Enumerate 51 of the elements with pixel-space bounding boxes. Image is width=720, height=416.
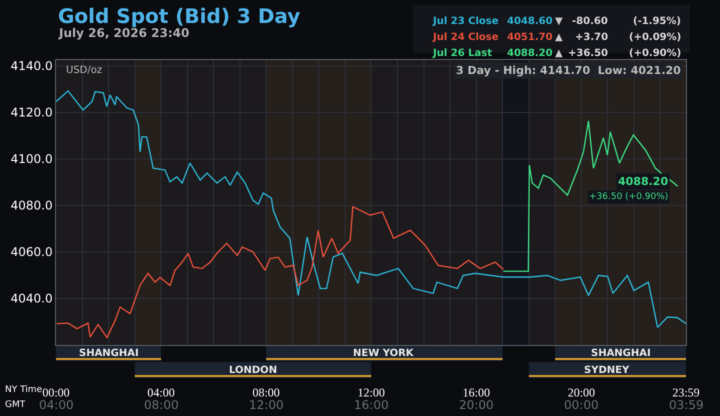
text: (+0.90%) [629, 48, 682, 59]
y-tick-label: 4060.0 [10, 245, 53, 260]
text: -80.60 [572, 16, 608, 27]
x-tick-label: 00:00 [42, 385, 70, 400]
text: 16:00 [354, 398, 389, 412]
text: 00:00 [564, 398, 599, 412]
text: 4051.70 [507, 32, 553, 43]
text: 08:00 [144, 398, 179, 412]
line-series [56, 90, 686, 328]
text: 03:59 [669, 398, 704, 412]
text: Jul 24 Close [432, 32, 499, 43]
text: 04:00 [39, 398, 74, 412]
text: 12:00 [249, 398, 284, 412]
text: ▲ [555, 48, 563, 59]
band-label: LONDON [229, 365, 278, 376]
x-tick-label: 16:00 [462, 385, 490, 400]
y-tick-label: 4080.0 [10, 198, 53, 213]
text: Jul 23 Close [432, 16, 499, 27]
text: 4048.60 [507, 16, 553, 27]
y-tick-label: 4120.0 [10, 106, 53, 120]
annotation: 3 Day - High: 4141.70 Low: 4021.20 [456, 64, 682, 77]
y-axis-title: USD/oz [66, 65, 102, 76]
x-tick-label: 08:00 [252, 385, 280, 400]
text: +3.70 [575, 32, 608, 43]
y-tick-label: 4040.0 [10, 292, 53, 306]
chart-subtitle: July 26, 2026 23:40 [58, 26, 190, 40]
band-label: SYDNEY [584, 365, 630, 376]
line-series [56, 206, 504, 338]
y-tick-label: 4140.0 [10, 59, 53, 74]
x-tick-label: 12:00 [358, 385, 385, 400]
x-tick-label: 04:00 [147, 385, 175, 400]
annotation: +36.50 (+0.90%) [589, 192, 668, 202]
text: Jul 26 Last [432, 48, 492, 59]
annotation: 4088.20 [618, 175, 668, 188]
text: ▲ [555, 32, 563, 43]
chart-title: Gold Spot (Bid) 3 Day [58, 4, 300, 28]
x-tick-label: 20:00 [568, 385, 596, 400]
x-tick-label: 23:59 [672, 385, 700, 400]
y-tick-label: 4100.0 [10, 152, 53, 166]
text: (-1.95%) [633, 16, 681, 27]
text: 4088.20 [507, 48, 553, 59]
text: +36.50 [568, 48, 608, 59]
band-label: NEW YORK [353, 348, 415, 359]
band-label: SHANGHAI [79, 348, 139, 359]
text: 20:00 [459, 398, 494, 412]
x-axis-title: NY Time [5, 385, 43, 395]
x2-axis-title: GMT [5, 400, 26, 410]
text: (+0.09%) [629, 32, 682, 43]
line-series [502, 120, 678, 272]
text: ▼ [555, 16, 563, 27]
band-label: SHANGHAI [591, 348, 651, 359]
